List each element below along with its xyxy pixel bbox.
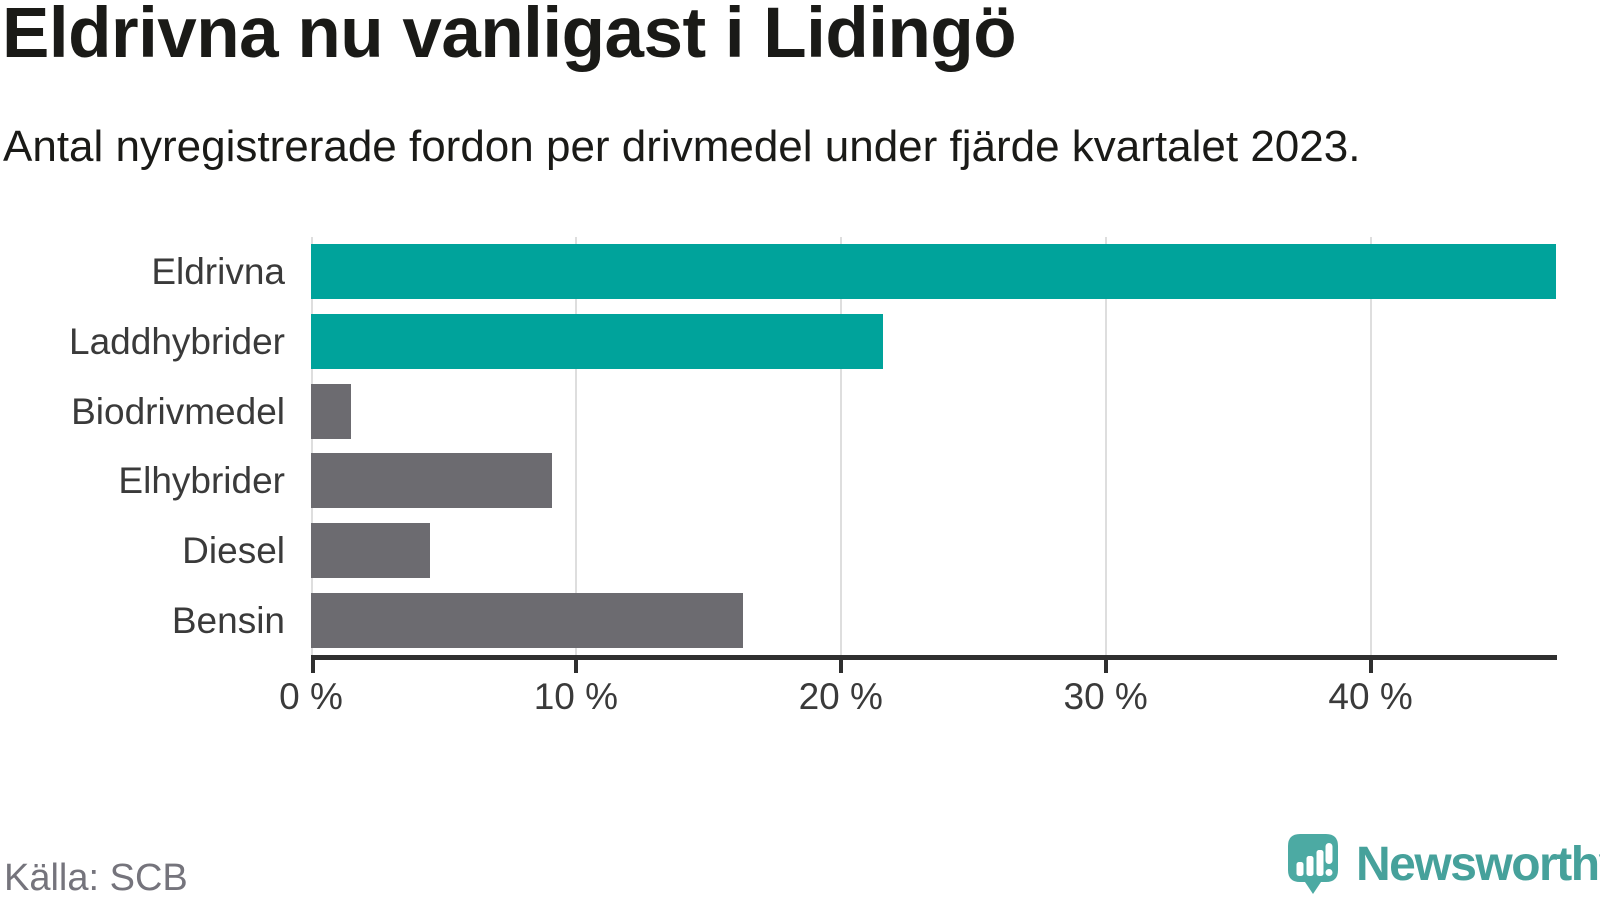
- bar-laddhybrider: [311, 314, 884, 369]
- bar-bensin: [311, 592, 743, 648]
- gridline-10: [574, 237, 577, 655]
- chart-subtitle: Antal nyregistrerade fordon per drivmede…: [3, 122, 1361, 171]
- gridline-30: [1104, 237, 1107, 655]
- newsworthy-brand: Newsworthy: [1288, 834, 1600, 896]
- bar-biodrivmedel: [311, 383, 351, 439]
- source-label: Källa: SCB: [4, 857, 188, 899]
- gridline-0: [311, 237, 313, 655]
- x-tick-label-0: 0 %: [279, 676, 343, 717]
- x-tick-label-20: 20 %: [798, 676, 883, 717]
- category-label-diesel: Diesel: [182, 530, 285, 571]
- x-tick-label-40: 40 %: [1328, 676, 1413, 717]
- gridline-40: [1369, 237, 1372, 655]
- newsworthy-pin-icon: [1288, 834, 1338, 894]
- newsworthy-wordmark: Newsworthy: [1356, 838, 1600, 891]
- x-tick-0: [311, 660, 315, 673]
- chart-title: Eldrivna nu vanligast i Lidingö: [2, 0, 1017, 73]
- x-axis-ticks: [311, 660, 1556, 673]
- category-label-laddhybrider: Laddhybrider: [69, 321, 285, 362]
- x-axis-line: [311, 655, 1557, 660]
- category-label-elhybrider: Elhybrider: [118, 460, 285, 502]
- plot-area: [311, 237, 1556, 655]
- x-tick-label-10: 10 %: [533, 676, 619, 717]
- bar-elhybrider: [311, 453, 553, 509]
- category-label-biodrivmedel: Biodrivmedel: [71, 390, 285, 432]
- x-tick-label-30: 30 %: [1063, 676, 1148, 717]
- gridline-20: [839, 237, 842, 655]
- x-tick-30: [1103, 660, 1108, 673]
- category-label-eldrivna: Eldrivna: [151, 251, 285, 293]
- x-tick-10: [573, 660, 578, 673]
- x-tick-40: [1368, 660, 1373, 673]
- bar-diesel: [311, 523, 431, 578]
- category-label-bensin: Bensin: [171, 599, 285, 641]
- bar-eldrivna: [311, 244, 1556, 300]
- x-axis-tick-labels: 0 % 10 % 20 % 30 % 40 %: [279, 676, 1556, 720]
- category-label-column: Eldrivna Laddhybrider Biodrivmedel Elhybrid…: [0, 237, 285, 655]
- bar-chart-glyph: [1296, 843, 1333, 876]
- x-tick-20: [838, 660, 843, 673]
